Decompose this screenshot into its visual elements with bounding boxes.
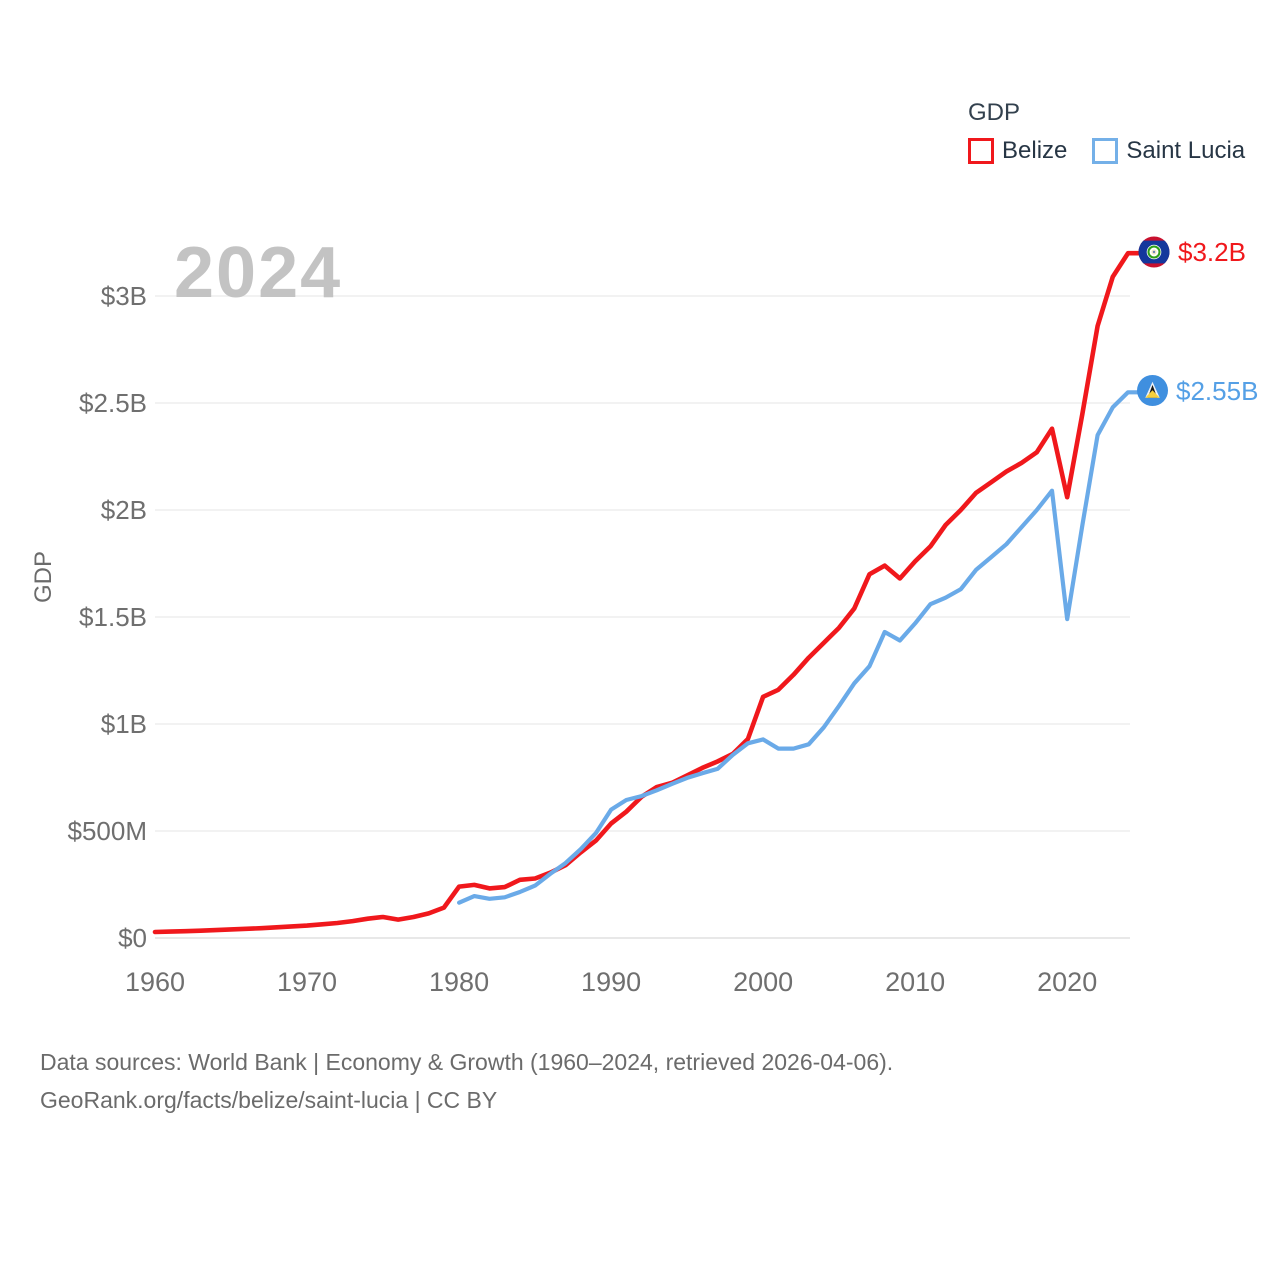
x-tick-label: 1960: [125, 967, 185, 997]
legend-label-saint-lucia: Saint Lucia: [1126, 137, 1246, 164]
x-tick-label: 2000: [733, 967, 793, 997]
legend: GDP Belize Saint Lucia: [968, 99, 1245, 165]
y-tick-label: $2.5B: [79, 388, 147, 418]
legend-item-saint-lucia[interactable]: Saint Lucia: [1092, 137, 1245, 165]
legend-label-belize: Belize: [1002, 137, 1068, 164]
belize-end-value-label: $3.2B: [1178, 237, 1246, 267]
attribution-link-text[interactable]: GeoRank.org/facts/belize/saint-lucia | C…: [40, 1087, 498, 1113]
legend-item-belize[interactable]: Belize: [968, 137, 1067, 165]
y-tick-label: $0: [118, 923, 147, 953]
data-sources-text: Data sources: World Bank | Economy & Gro…: [40, 1049, 894, 1075]
y-tick-label: $1B: [101, 709, 147, 739]
saint-lucia-end-value-label: $2.55B: [1176, 376, 1259, 406]
x-tick-label: 1970: [277, 967, 337, 997]
y-axis-title: GDP: [30, 550, 57, 604]
legend-title: GDP: [968, 99, 1021, 126]
belize-swatch-icon: [968, 138, 994, 164]
saint-lucia-swatch-icon: [1092, 138, 1119, 164]
x-tick-label: 2010: [885, 967, 945, 997]
belize-flag-icon: [1138, 236, 1170, 268]
y-tick-label: $500M: [68, 816, 148, 846]
y-tick-label: $2B: [101, 495, 147, 525]
year-watermark: 2024: [174, 233, 342, 313]
y-tick-label: $3B: [101, 281, 147, 311]
x-tick-label: 2020: [1037, 967, 1097, 997]
legend-row: Belize Saint Lucia: [968, 137, 1245, 165]
x-tick-label: 1980: [429, 967, 489, 997]
saint-lucia-line[interactable]: [457, 390, 1144, 905]
belize-line[interactable]: [152, 250, 1144, 935]
saint-lucia-flag-icon: [1137, 375, 1168, 406]
x-tick-label: 1990: [581, 967, 641, 997]
y-tick-label: $1.5B: [79, 602, 147, 632]
